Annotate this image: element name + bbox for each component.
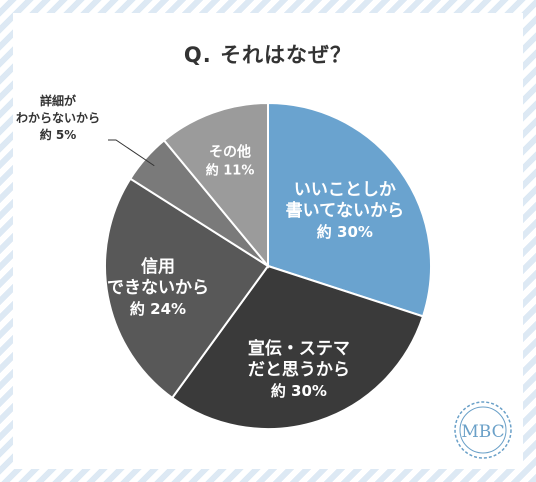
slice-label: だと思うから [248, 360, 350, 380]
slice-label: できないから [107, 278, 209, 298]
slice-not-only-good [267, 101, 432, 318]
pie-slices [104, 101, 432, 430]
slice-label: 詳細が [40, 93, 76, 108]
slice-label: 宣伝・ステマ [248, 338, 350, 359]
slice-label: わからないから [16, 111, 100, 125]
slice-label: 信用 [141, 256, 175, 277]
title-wrap: Q. それはなぜ？ [13, 39, 523, 71]
slice-value-label: 約 5% [40, 127, 77, 142]
mbc-logo: MBC [454, 401, 512, 459]
slice-value-label: 約 30% [317, 223, 373, 241]
logo-ring [454, 401, 512, 459]
slice-value-label: 約 24% [130, 300, 186, 318]
slice-untrusted [104, 177, 270, 400]
slice-label: 書いてないから [286, 200, 405, 221]
logo-inner-ring [459, 406, 507, 454]
slice-other [162, 101, 269, 269]
slice-label: その他 [209, 144, 251, 161]
slice-label: いいことしか [294, 180, 396, 200]
chart-title: Q. それはなぜ？ [175, 39, 361, 71]
slice-value-label: 約 11% [206, 163, 255, 179]
slice-value-label: 約 30% [271, 382, 327, 400]
slice-ads-stealth [170, 264, 425, 430]
logo-text: MBC [461, 422, 504, 442]
leader-line [108, 139, 155, 167]
